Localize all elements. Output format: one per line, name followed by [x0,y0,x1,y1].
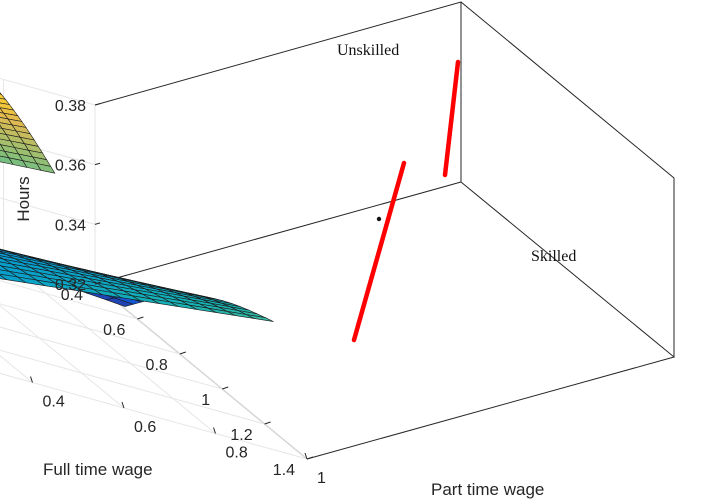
red-line-skilled [351,160,407,343]
surface-patch [0,92,2,95]
z-tick-label: 0.34 [55,217,86,234]
x-tick-mark [222,386,229,390]
annotation-unskilled: Unskilled [337,42,399,59]
annotation-skilled: Skilled [531,248,576,265]
y-tick-label: 0.4 [43,394,65,411]
back-pane-left [94,1,462,284]
grid-line [0,349,265,425]
y-tick-label: 1 [317,470,326,487]
x-tick-label: 1 [201,392,210,409]
y-axis-line [306,356,675,460]
red-line-unskilled [442,59,461,178]
grid-line [0,355,33,383]
surface-unskilled [0,92,56,174]
x-tick-label: 0.4 [61,287,83,304]
y-tick-mark [30,376,33,383]
grid-line [0,78,96,106]
z-tick-mark [94,222,101,225]
x-tick-mark [179,351,186,355]
x-tick-label: 1.2 [230,427,252,444]
surface-skilled [0,248,274,322]
grid-line [0,197,96,225]
grid-line [94,283,308,460]
x-tick-label: 1.4 [273,462,295,479]
y-tick-mark [213,427,216,434]
surface-patch [0,274,7,280]
y-tick-mark [304,452,308,460]
axes-box [0,1,675,460]
marker-point [376,216,382,222]
z-tick-mark [94,162,101,166]
back-pane-right [460,1,675,359]
x-tick-mark [264,421,271,425]
surface-patch [0,248,1,250]
grid-line [0,303,180,355]
surface-patch [0,93,7,100]
x-tick-mark [94,281,102,285]
x-tick-label: 0.6 [103,322,125,339]
x-axis-label: Full time wage [43,460,153,479]
z-tick-label: 0.36 [55,158,86,175]
surface-patch [0,155,14,165]
z-axis-label: Hours [14,176,33,221]
z-tick-label: 0.32 [55,277,86,294]
y-tick-mark [121,401,125,409]
z-tick-labels: 0.32 0.34 0.36 0.38 [55,98,101,294]
floor-back-left [94,181,462,285]
z-tick-label: 0.38 [55,98,86,115]
y-tick-labels: 0.20.40.60.81 [30,376,326,487]
gridlines [0,78,308,460]
y-axis-label: Part time wage [431,480,544,499]
grid-line [0,304,125,409]
x-tick-mark [306,456,314,460]
x-tick-label: 0.8 [146,357,168,374]
z-tick-mark [94,103,101,106]
grid-line [3,258,216,434]
x-tick-mark [137,316,144,320]
x-tick-labels: 0.4 0.6 0.8 1 1.2 1.4 [61,281,314,479]
y-tick-label: 0.6 [134,419,156,436]
y-tick-label: 0.8 [226,445,248,462]
grid-line [0,280,138,320]
